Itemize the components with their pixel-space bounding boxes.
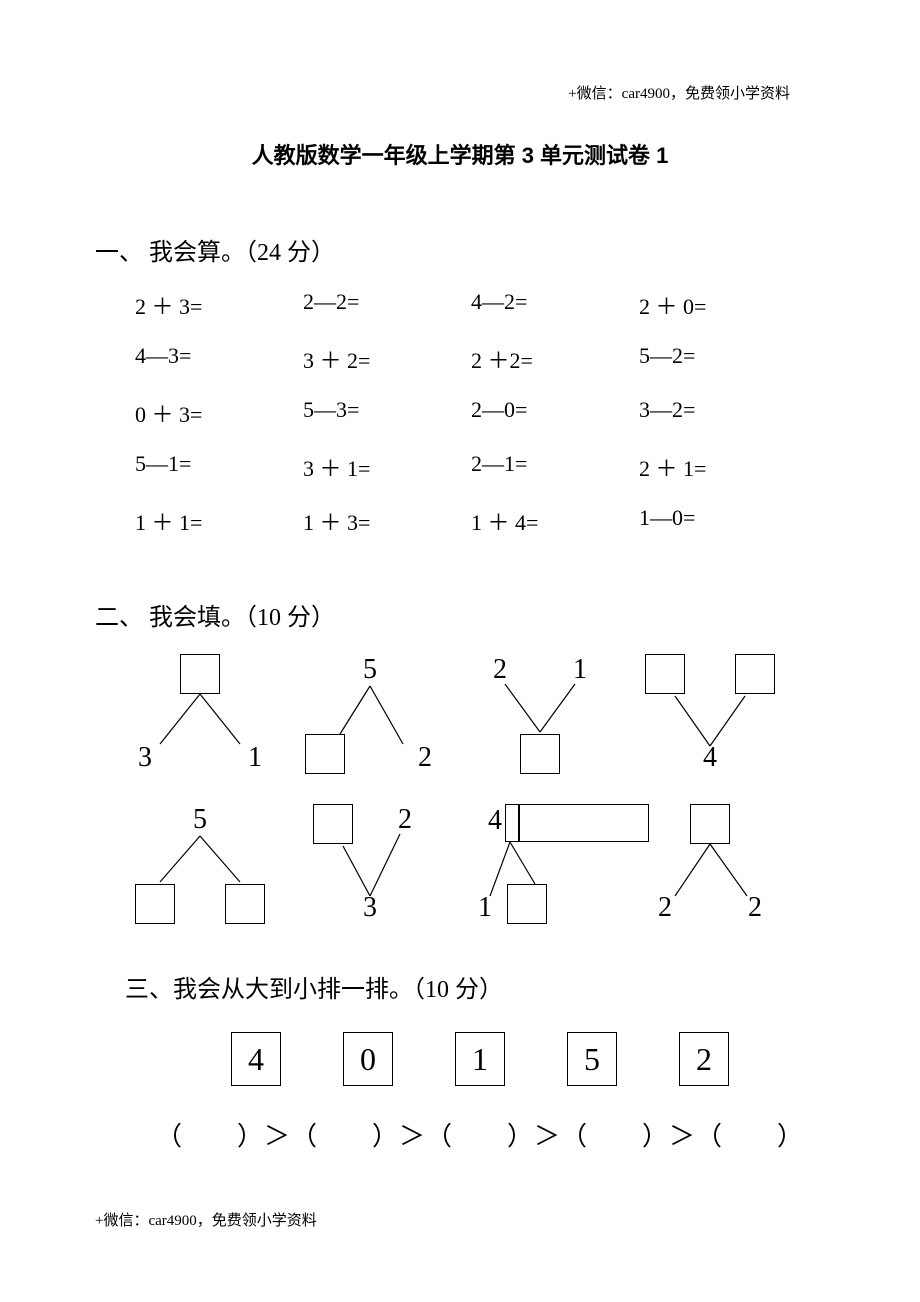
bond-top xyxy=(690,804,730,844)
blank-box xyxy=(735,654,775,694)
bond-row: 3 1 5 2 xyxy=(115,654,825,774)
calc-row: 2 ＋ 3= 2―2= 4―2= 2 ＋ 0= xyxy=(135,289,825,321)
calc-cell: 2―1= xyxy=(471,451,639,483)
bond-row: 5 2 3 xyxy=(115,804,825,924)
header-note: +微信：car4900，免费领小学资料 xyxy=(568,82,790,103)
bond-top: 5 xyxy=(190,804,210,836)
bond-right xyxy=(225,884,265,924)
bond-right: 1 xyxy=(245,742,265,774)
calc-row: 1 ＋ 1= 1 ＋ 3= 1 ＋ 4= 1―0= xyxy=(135,505,825,537)
blank-box xyxy=(225,884,265,924)
bond-left xyxy=(135,884,175,924)
calc-row: 5―1= 3 ＋ 1= 2―1= 2 ＋ 1= xyxy=(135,451,825,483)
bond-left xyxy=(305,734,345,774)
bond-left: 2 xyxy=(655,892,675,924)
sort-box: 0 xyxy=(343,1032,393,1086)
bond-right: 2 xyxy=(745,892,765,924)
number-bond: 2 1 xyxy=(455,654,625,774)
bond-right: 2 xyxy=(415,742,435,774)
bond-top-composite: 4 xyxy=(485,804,649,842)
bond-top: 5 xyxy=(360,654,380,686)
bond-right xyxy=(735,654,775,694)
bond-bottom xyxy=(520,734,560,774)
number-bond: 4 1 xyxy=(455,804,635,924)
calc-cell: 3 ＋ 1= xyxy=(303,451,471,483)
calc-cell: 1 ＋ 4= xyxy=(471,505,639,537)
bond-left xyxy=(313,804,353,844)
number-bond: 2 3 xyxy=(285,804,455,924)
calc-cell: 3 ＋ 2= xyxy=(303,343,471,375)
page-title: 人教版数学一年级上学期第 3 单元测试卷 1 xyxy=(95,138,825,170)
sort-box: 2 xyxy=(679,1032,729,1086)
footer-note: +微信：car4900，免费领小学资料 xyxy=(95,1209,317,1230)
sort-box: 5 xyxy=(567,1032,617,1086)
bond-left: 1 xyxy=(475,892,495,924)
calc-row: 4―3= 3 ＋ 2= 2 ＋2= 5―2= xyxy=(135,343,825,375)
number-bond: 5 xyxy=(115,804,285,924)
order-line: （ ）＞（ ）＞（ ）＞（ ）＞（ ） xyxy=(135,1116,825,1153)
number-bond: 3 1 xyxy=(115,654,285,774)
calc-cell: 5―1= xyxy=(135,451,303,483)
calc-cell: 2 ＋ 3= xyxy=(135,289,303,321)
bond-top xyxy=(180,654,220,694)
blank-box xyxy=(645,654,685,694)
bond-top: 4 xyxy=(485,805,505,837)
calc-cell: 3―2= xyxy=(639,397,807,429)
bond-left: 3 xyxy=(135,742,155,774)
bond-right: 1 xyxy=(570,654,590,686)
blank-box-small xyxy=(505,804,519,842)
calc-cell: 2―2= xyxy=(303,289,471,321)
bond-left: 2 xyxy=(490,654,510,686)
section2-heading: 二、 我会填。（10 分） xyxy=(95,597,825,632)
section3-heading: 三、我会从大到小排一排。（10 分） xyxy=(125,969,825,1004)
bond-left xyxy=(645,654,685,694)
calc-cell: 1 ＋ 1= xyxy=(135,505,303,537)
blank-box-wide xyxy=(519,804,649,842)
calc-cell: 5―3= xyxy=(303,397,471,429)
blank-box xyxy=(690,804,730,844)
sort-box: 4 xyxy=(231,1032,281,1086)
section1-heading: 一、 我会算。（24 分） xyxy=(95,232,825,267)
calc-cell: 4―3= xyxy=(135,343,303,375)
bond-right: 2 xyxy=(395,804,415,836)
calc-cell: 4―2= xyxy=(471,289,639,321)
calc-row: 0 ＋ 3= 5―3= 2―0= 3―2= xyxy=(135,397,825,429)
bond-right xyxy=(507,884,547,924)
number-bond: 5 2 xyxy=(285,654,455,774)
sort-box: 1 xyxy=(455,1032,505,1086)
bond-bottom: 4 xyxy=(700,742,720,774)
calc-cell: 1 ＋ 3= xyxy=(303,505,471,537)
blank-box xyxy=(180,654,220,694)
blank-box xyxy=(507,884,547,924)
calc-cell: 0 ＋ 3= xyxy=(135,397,303,429)
calc-cell: 2 ＋2= xyxy=(471,343,639,375)
calc-cell: 5―2= xyxy=(639,343,807,375)
blank-box xyxy=(305,734,345,774)
calc-cell: 2 ＋ 1= xyxy=(639,451,807,483)
bond-rows: 3 1 5 2 xyxy=(115,654,825,924)
bond-bottom: 3 xyxy=(360,892,380,924)
blank-box xyxy=(520,734,560,774)
number-bond: 4 xyxy=(625,654,795,774)
number-bond: 2 2 xyxy=(635,804,785,924)
calc-cell: 2―0= xyxy=(471,397,639,429)
blank-box xyxy=(313,804,353,844)
calc-cell: 1―0= xyxy=(639,505,807,537)
calc-cell: 2 ＋ 0= xyxy=(639,289,807,321)
blank-box xyxy=(135,884,175,924)
sort-boxes: 4 0 1 5 2 xyxy=(135,1032,825,1086)
calc-grid: 2 ＋ 3= 2―2= 4―2= 2 ＋ 0= 4―3= 3 ＋ 2= 2 ＋2… xyxy=(135,289,825,537)
